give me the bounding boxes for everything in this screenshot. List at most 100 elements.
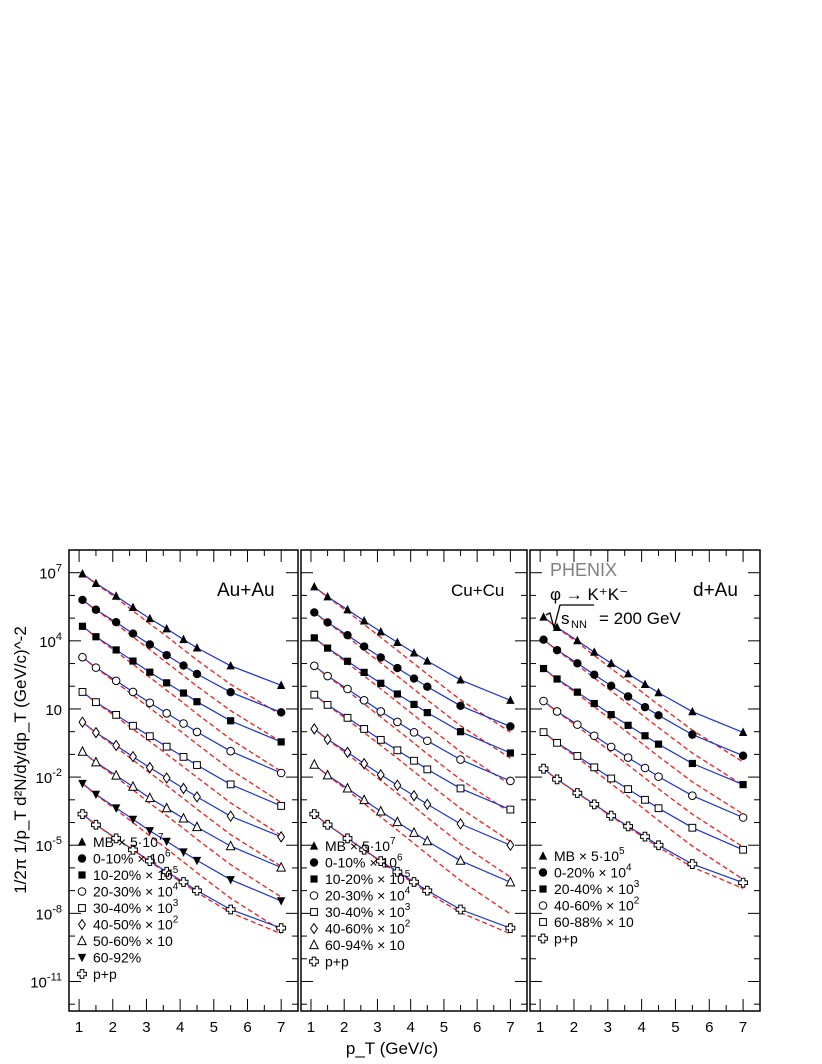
data-point — [409, 877, 419, 887]
data-point — [162, 624, 171, 633]
data-point — [539, 728, 548, 737]
reference-curve — [82, 573, 282, 716]
series-2 — [310, 634, 514, 786]
panel-label: Cu+Cu — [451, 581, 504, 600]
data-point — [78, 779, 87, 789]
data-point — [192, 669, 202, 679]
data-point — [276, 861, 287, 872]
data-point — [226, 780, 235, 789]
legend-label-main: 0-10% × 10 — [325, 855, 397, 871]
legend-marker — [77, 854, 87, 863]
data-point — [360, 725, 369, 733]
data-point — [112, 739, 121, 752]
data-point — [226, 746, 235, 756]
data-point — [111, 833, 122, 844]
data-point — [624, 721, 632, 729]
data-point — [179, 634, 188, 644]
legend-label-main: 20-40% × 10 — [554, 881, 634, 897]
data-point — [225, 840, 236, 851]
data-point — [590, 699, 598, 708]
data-point — [192, 727, 202, 737]
data-point — [91, 578, 101, 587]
data-point — [408, 826, 420, 837]
data-point — [322, 819, 333, 830]
legend-marker — [309, 922, 319, 935]
reference-curve — [313, 586, 511, 733]
data-point — [91, 819, 101, 830]
data-point — [375, 805, 386, 816]
reference-curve — [313, 637, 511, 786]
x-tick-label: 6 — [705, 1019, 713, 1036]
y-tick-exp: -5 — [52, 835, 62, 847]
data-point — [623, 753, 633, 762]
data-point — [129, 657, 137, 665]
data-point — [193, 761, 201, 769]
legend-marker — [77, 887, 87, 896]
data-point — [162, 708, 171, 718]
data-point — [506, 839, 515, 852]
data-point — [552, 622, 562, 632]
y-tick-base: 10 — [39, 566, 56, 583]
legend-label-exp: 4 — [405, 886, 411, 897]
x-tick-label: 2 — [570, 1019, 578, 1036]
data-point — [376, 707, 386, 716]
data-point — [323, 671, 332, 681]
reference-curve — [313, 665, 511, 814]
legend-label: 10-20% × 105 — [93, 865, 179, 883]
legend-marker — [538, 868, 548, 877]
data-point — [409, 648, 419, 657]
data-point — [179, 719, 188, 728]
legend-label-main: 40-50% × 10 — [93, 917, 173, 933]
data-point — [377, 679, 385, 687]
data-point — [376, 735, 385, 744]
y-tick-base: 10 — [39, 634, 56, 651]
energy-sub: NN — [571, 619, 587, 631]
legend-label: p+p — [554, 931, 578, 947]
data-point — [310, 608, 319, 617]
data-point — [145, 698, 155, 708]
legend-label-main: 40-60% × 10 — [325, 921, 405, 937]
data-point — [144, 792, 155, 803]
data-point — [376, 768, 385, 781]
data-point — [422, 736, 432, 746]
legend-label: MB × 5·105 — [554, 846, 625, 864]
data-point — [393, 663, 402, 673]
legend-label: 40-50% × 102 — [93, 915, 179, 933]
legend-label: 60-88% × 10 — [554, 914, 634, 930]
legend-marker — [77, 953, 87, 963]
fit-curve — [313, 728, 511, 846]
legend-marker — [76, 935, 88, 946]
data-point — [162, 772, 171, 784]
x-tick-label: 3 — [373, 1019, 381, 1036]
data-point — [192, 790, 201, 803]
data-point — [641, 732, 649, 740]
data-point — [226, 876, 235, 885]
legend-label: 60-94% × 10 — [325, 937, 405, 953]
legend-label-main: 20-30% × 10 — [93, 884, 173, 900]
data-point — [343, 746, 352, 759]
data-point — [423, 708, 431, 717]
data-point — [539, 696, 548, 706]
x-axis-title-text: p_T (GeV/c) — [346, 1039, 438, 1058]
decay-label: φ → K⁺K⁻ — [550, 585, 628, 604]
legend-label-main: 50-60% × 10 — [93, 933, 173, 949]
data-point — [573, 752, 582, 760]
data-point — [606, 658, 616, 667]
data-point — [393, 690, 401, 698]
data-point — [78, 716, 87, 729]
data-point — [360, 757, 369, 770]
data-point — [145, 640, 155, 649]
reference-curve — [543, 639, 744, 786]
fit-curve — [543, 700, 744, 819]
data-point — [590, 647, 599, 656]
data-point — [343, 684, 352, 694]
x-tick-label: 7 — [277, 1019, 285, 1036]
data-point — [192, 643, 202, 652]
legend-label: 50-60% × 10 — [93, 933, 173, 949]
fit-curve — [82, 599, 282, 713]
data-point — [456, 728, 465, 736]
data-point — [687, 859, 698, 869]
legend-marker — [539, 885, 547, 893]
y-tick-label: 104 — [39, 631, 62, 651]
